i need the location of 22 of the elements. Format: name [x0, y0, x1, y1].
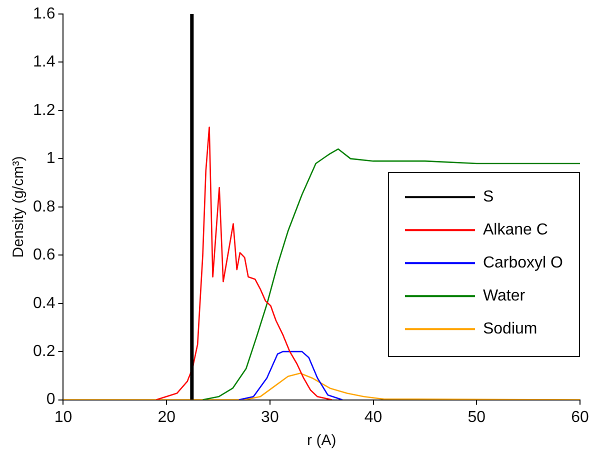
legend-label: Sodium: [482, 320, 538, 338]
legend-label: Carboxyl O: [482, 254, 564, 272]
y-axis-title: Density (g/cm³): [10, 156, 28, 258]
y-tick-label: 0.4: [32, 294, 56, 312]
y-tick-label: 0.2: [32, 342, 56, 360]
legend-label: Water: [482, 288, 526, 305]
x-tick-label: 60: [571, 408, 589, 426]
x-tick-label: 40: [364, 408, 382, 426]
x-tick-label: 30: [261, 408, 279, 426]
x-tick-label: 10: [54, 408, 72, 426]
x-axis-title: r (A): [307, 432, 336, 450]
x-tick-label: 20: [158, 408, 176, 426]
y-tick-label: 0.8: [32, 198, 56, 216]
y-tick-label: 1.2: [32, 102, 56, 119]
y-tick-label: 1.4: [32, 54, 56, 71]
y-tick-label: 1.6: [32, 5, 56, 22]
y-tick-label: 0.6: [32, 246, 56, 264]
x-tick-label: 50: [468, 408, 486, 426]
legend-label: Alkane C: [482, 222, 548, 239]
legend-label: S: [482, 188, 494, 206]
y-tick-label: 1: [46, 150, 56, 168]
y-tick-label: 0: [46, 391, 56, 408]
